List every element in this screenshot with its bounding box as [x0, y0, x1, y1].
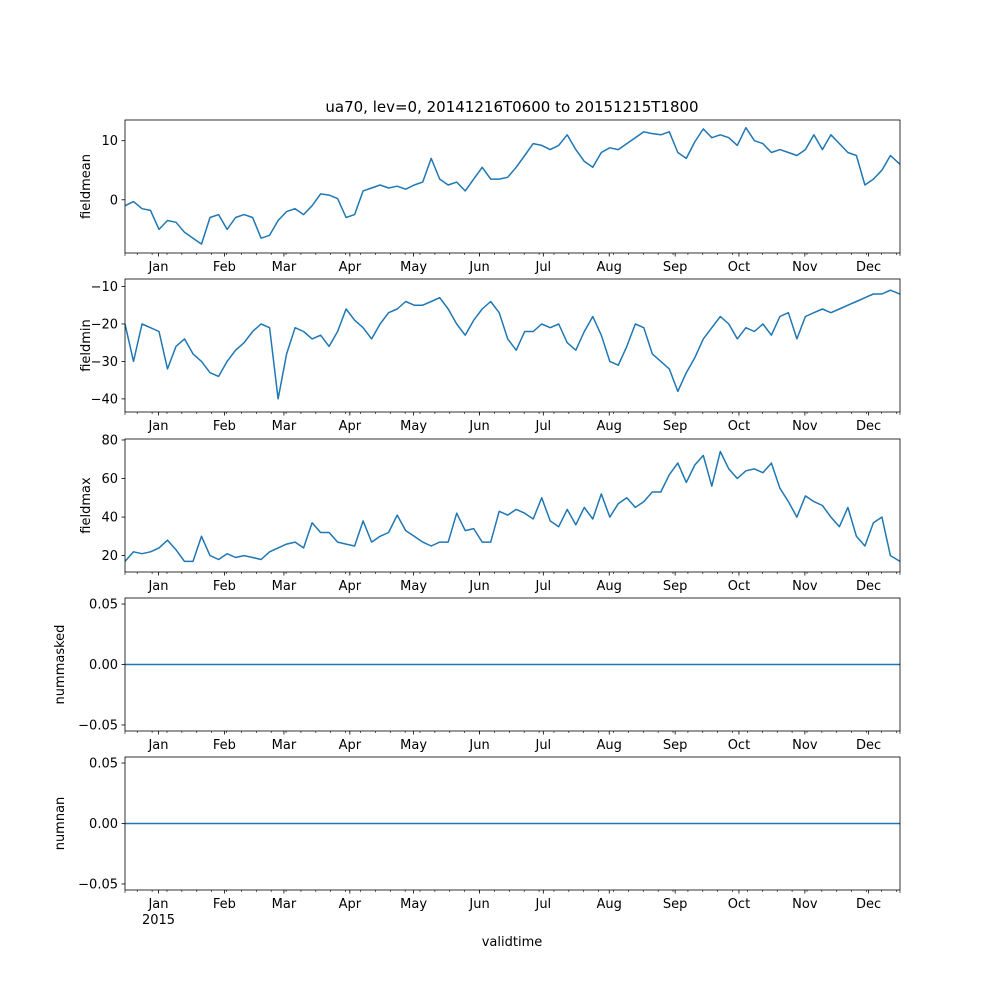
y-tick-label: 20: [101, 549, 118, 564]
x-tick-label-dec: Dec: [856, 579, 881, 594]
y-tick-label: 0.05: [89, 598, 118, 613]
x-tick-label-jun: Jun: [468, 419, 489, 434]
x-tick-label-mar: Mar: [272, 419, 297, 434]
x-tick-label-dec: Dec: [856, 260, 881, 275]
axes-frame-fieldmin: [124, 278, 901, 413]
x-tick-label-oct: Oct: [728, 738, 750, 753]
x-tick-label-aug: Aug: [597, 419, 622, 434]
x-tick-label-jan: Jan: [147, 579, 168, 594]
x-tick-label-feb: Feb: [213, 897, 236, 912]
x-tick-label-jun: Jun: [468, 738, 489, 753]
x-tick-label-nov: Nov: [792, 579, 818, 594]
x-tick-label-aug: Aug: [597, 260, 622, 275]
x-tick-label-may: May: [400, 738, 427, 753]
series-line-fieldmean: [125, 126, 900, 245]
x-tick-label-oct: Oct: [728, 579, 750, 594]
panel-fieldmean: 0 10 fieldmean Jan Feb Mar Apr May Jun Jul Aug Sep O…: [79, 119, 901, 275]
x-tick-label-jan: Jan: [147, 897, 168, 912]
x-tick-label-jan: Jan: [147, 260, 168, 275]
x-tick-label-may: May: [400, 897, 427, 912]
x-tick-label-dec: Dec: [856, 419, 881, 434]
x-tick-label-feb: Feb: [213, 419, 236, 434]
y-tick-label: 10: [101, 134, 118, 149]
x-tick-label-may: May: [400, 579, 427, 594]
x-tick-label-aug: Aug: [597, 738, 622, 753]
y-tick-label: 0.00: [89, 817, 118, 832]
y-tick-label: 0.00: [89, 658, 118, 673]
x-tick-label-dec: Dec: [856, 738, 881, 753]
x-tick-label-nov: Nov: [792, 738, 818, 753]
y-tick-label: 60: [101, 472, 118, 487]
series-line-fieldmin: [125, 289, 900, 400]
x-tick-label-may: May: [400, 419, 427, 434]
y-tick-label: −0.05: [78, 718, 118, 733]
x-tick-label-mar: Mar: [272, 738, 297, 753]
x-tick-label-mar: Mar: [272, 260, 297, 275]
axes-frame-fieldmax: [124, 438, 901, 573]
x-tick-label-jan: Jan: [147, 419, 168, 434]
x-tick-label-feb: Feb: [213, 738, 236, 753]
x-tick-label-nov: Nov: [792, 260, 818, 275]
y-tick-label: 40: [101, 511, 118, 526]
x-tick-label-aug: Aug: [597, 897, 622, 912]
x-tick-label-aug: Aug: [597, 579, 622, 594]
x-tick-label-jun: Jun: [468, 260, 489, 275]
x-tick-label-nov: Nov: [792, 419, 818, 434]
panel-nummasked: −0.05 0.00 0.05 nummasked Jan Feb Mar Apr May Jun…: [53, 598, 901, 753]
y-tick-label: −0.05: [78, 877, 118, 892]
y-axis-label: nummasked: [53, 625, 68, 705]
y-axis-label: fieldmax: [79, 477, 94, 534]
y-axis-label: fieldmean: [79, 154, 94, 219]
x-tick-label-apr: Apr: [339, 738, 362, 753]
x-tick-label-feb: Feb: [213, 579, 236, 594]
x-tick-label-jul: Jul: [534, 738, 551, 753]
x-tick-label-oct: Oct: [728, 897, 750, 912]
x-tick-label-jun: Jun: [468, 897, 489, 912]
x-tick-sublabel-year: 2015: [142, 913, 175, 928]
x-tick-label-nov: Nov: [792, 897, 818, 912]
x-tick-label-sep: Sep: [663, 260, 688, 275]
series-line-fieldmax: [125, 450, 900, 563]
y-axis-label: fieldmin: [79, 319, 94, 372]
x-tick-label-apr: Apr: [339, 579, 362, 594]
panel-fieldmin: −40 −30 −20 −10 fieldmin Jan Feb Mar Apr May Jun Ju…: [79, 278, 901, 434]
x-tick-label-apr: Apr: [339, 897, 362, 912]
x-axis-label: validtime: [482, 935, 543, 950]
x-tick-label-oct: Oct: [728, 260, 750, 275]
y-tick-label: 0.05: [89, 757, 118, 772]
y-tick-label: 80: [101, 433, 118, 448]
x-tick-label-dec: Dec: [856, 897, 881, 912]
x-tick-label-jul: Jul: [534, 897, 551, 912]
x-tick-label-jul: Jul: [534, 579, 551, 594]
x-tick-label-sep: Sep: [663, 419, 688, 434]
x-tick-label-sep: Sep: [663, 738, 688, 753]
panel-fieldmax: 20 40 60 80 fieldmax Jan Feb Mar Apr May Jun Jul Aug…: [79, 433, 901, 594]
y-tick-label: 0: [110, 193, 118, 208]
x-tick-label-may: May: [400, 260, 427, 275]
axes-frame-fieldmean: [124, 119, 901, 254]
x-tick-label-sep: Sep: [663, 897, 688, 912]
x-tick-label-apr: Apr: [339, 419, 362, 434]
x-tick-label-mar: Mar: [272, 897, 297, 912]
x-tick-label-sep: Sep: [663, 579, 688, 594]
x-tick-label-jan: Jan: [147, 738, 168, 753]
x-tick-label-mar: Mar: [272, 579, 297, 594]
y-tick-label: −10: [91, 280, 118, 295]
x-tick-label-jun: Jun: [468, 579, 489, 594]
x-tick-label-apr: Apr: [339, 260, 362, 275]
x-tick-label-feb: Feb: [213, 260, 236, 275]
x-tick-label-jul: Jul: [534, 419, 551, 434]
y-tick-label: −30: [91, 355, 118, 370]
chart-title: ua70, lev=0, 20141216T0600 to 20151215T1…: [325, 98, 698, 116]
y-axis-label: numnan: [53, 797, 68, 851]
x-tick-label-oct: Oct: [728, 419, 750, 434]
y-tick-label: −20: [91, 317, 118, 332]
x-tick-label-jul: Jul: [534, 260, 551, 275]
y-tick-label: −40: [91, 392, 118, 407]
